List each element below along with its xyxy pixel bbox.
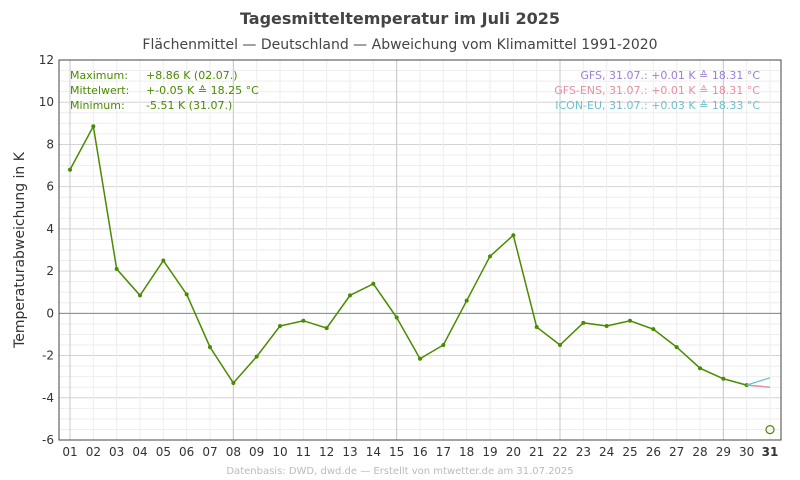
data-point: [721, 376, 726, 381]
grid-lines: [59, 59, 781, 441]
x-tick-label: 18: [459, 445, 474, 459]
y-axis-label: Temperaturabweichung in K: [12, 151, 28, 349]
stats-box: Maximum: +8.86 K (02.07.) Mittelwert: +-0.0…: [70, 69, 259, 112]
y-tick-label: 4: [46, 222, 54, 236]
series-group: [68, 123, 775, 435]
data-point: [184, 292, 189, 297]
chart-subtitle: Flächenmittel — Deutschland — Abweichung…: [142, 37, 657, 53]
x-tick-label: 03: [109, 445, 124, 459]
x-tick-label: 26: [646, 445, 661, 459]
data-point: [698, 366, 702, 371]
data-point: [441, 343, 446, 347]
x-tick-label: 30: [739, 445, 754, 459]
minimum-marker: [765, 425, 775, 435]
stat-label: Maximum:: [70, 69, 128, 82]
forecast-labels: GFS, 31.07.: +0.01 K ≙ 18.31 °C GFS-ENS, …: [554, 69, 760, 112]
y-axis-ticks: 12 10 8 6 4 2 0 -2 -4 -6: [39, 53, 54, 447]
x-tick-label: 21: [529, 445, 544, 459]
x-tick-label: 29: [716, 445, 731, 459]
forecast-segment-gfs-ens: [746, 384, 771, 388]
data-point: [91, 124, 96, 129]
x-axis-ticks: 01 02 03 04 05 06 07 08 09 10 11 12 13 14 15 16 17 18 19 20…: [62, 445, 778, 459]
data-point: [68, 167, 72, 172]
y-tick-label: -2: [42, 349, 54, 363]
data-point: [534, 325, 539, 330]
x-tick-label: 16: [412, 445, 427, 459]
data-point: [581, 320, 586, 325]
x-tick-label: 01: [62, 445, 77, 459]
y-tick-label: 6: [46, 180, 54, 194]
data-point: [674, 345, 679, 350]
x-tick-label: 13: [342, 445, 357, 459]
stat-value: +8.86 K (02.07.): [146, 69, 238, 82]
y-tick-label: -4: [42, 391, 54, 405]
forecast-label: GFS, 31.07.: +0.01 K ≙ 18.31 °C: [580, 69, 760, 82]
y-tick-label: -6: [42, 433, 54, 447]
x-tick-label: 12: [319, 445, 334, 459]
data-point: [348, 293, 352, 298]
data-point: [628, 318, 632, 323]
data-point: [208, 345, 212, 350]
x-tick-label: 09: [249, 445, 264, 459]
y-tick-label: 10: [39, 95, 54, 109]
x-tick-label: 24: [599, 445, 614, 459]
data-point: [418, 356, 422, 361]
x-tick-label: 22: [552, 445, 567, 459]
x-tick-label: 17: [436, 445, 451, 459]
x-tick-label: 15: [389, 445, 404, 459]
forecast-segment-icon-eu: [746, 377, 771, 386]
x-tick-label: 02: [86, 445, 101, 459]
data-point: [651, 327, 656, 332]
data-point: [394, 315, 399, 320]
x-tick-label: 23: [576, 445, 591, 459]
stat-value: -5.51 K (31.07.): [146, 99, 232, 112]
chart-title: Tagesmitteltemperatur im Juli 2025: [240, 9, 560, 28]
forecast-label: GFS-ENS, 31.07.: +0.01 K ≙ 18.31 °C: [554, 84, 760, 97]
x-tick-label: 25: [622, 445, 637, 459]
data-point: [488, 254, 492, 259]
x-tick-label: 04: [132, 445, 147, 459]
x-tick-label: 10: [272, 445, 287, 459]
data-point: [324, 326, 329, 331]
data-point: [254, 354, 259, 359]
x-tick-label: 06: [179, 445, 194, 459]
data-point: [138, 293, 142, 298]
data-point: [231, 381, 236, 385]
stat-value: +-0.05 K ≙ 18.25 °C: [146, 84, 259, 97]
data-point: [161, 258, 166, 263]
y-tick-label: 0: [46, 306, 54, 320]
data-point: [371, 281, 376, 286]
data-point: [558, 343, 562, 347]
x-tick-label: 19: [482, 445, 497, 459]
data-point: [464, 298, 469, 303]
data-point: [604, 324, 609, 328]
plot-frame: [58, 59, 782, 441]
data-point: [114, 267, 119, 271]
x-tick-label: 07: [202, 445, 217, 459]
x-tick-label: 08: [226, 445, 241, 459]
stat-label: Mittelwert:: [70, 84, 129, 97]
forecast-label: ICON-EU, 31.07.: +0.03 K ≙ 18.33 °C: [555, 99, 760, 112]
y-tick-label: 2: [46, 264, 54, 278]
y-tick-label: 8: [46, 137, 54, 151]
x-tick-label: 11: [296, 445, 311, 459]
x-tick-label: 14: [366, 445, 381, 459]
x-tick-label: 28: [692, 445, 707, 459]
data-point: [278, 324, 282, 328]
series-line-observed: [69, 123, 747, 386]
x-tick-label: 05: [156, 445, 171, 459]
x-tick-label: 20: [506, 445, 521, 459]
x-tick-label: 31: [762, 445, 779, 459]
stat-label: Minimum:: [70, 99, 125, 112]
data-point: [511, 233, 516, 238]
x-tick-label: 27: [669, 445, 684, 459]
y-tick-label: 12: [39, 53, 54, 67]
footer-credit: Datenbasis: DWD, dwd.de — Erstellt von m…: [226, 466, 573, 477]
data-point: [301, 318, 306, 323]
